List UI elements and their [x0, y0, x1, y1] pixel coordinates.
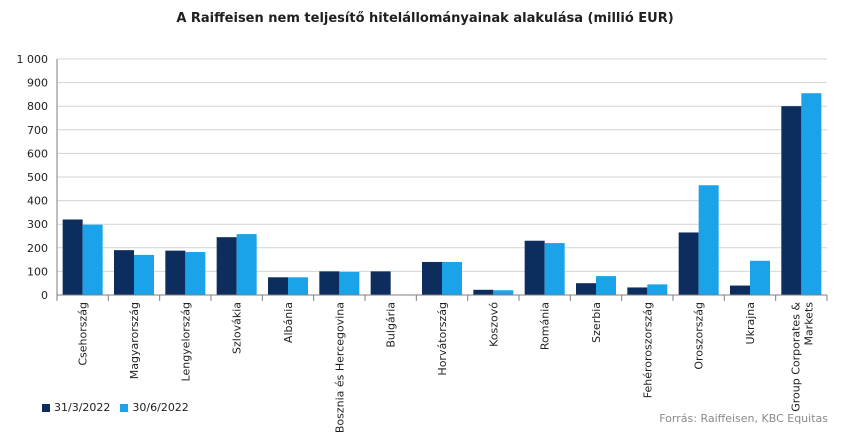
x-tick-label: Csehország [77, 302, 90, 366]
bar-series-2 [82, 224, 103, 295]
x-tick-label: Bosznia és Hercegovina [333, 302, 346, 433]
bar-series-1 [114, 250, 134, 295]
bar-series-1 [524, 240, 545, 295]
bar-series-2 [698, 185, 719, 295]
x-tick-label: Koszovó [487, 302, 500, 347]
legend: 31/3/2022 30/6/2022 [42, 401, 199, 414]
y-tick-label: 700 [27, 124, 48, 137]
bar-series-2 [750, 260, 770, 295]
legend-item-series-2: 30/6/2022 [120, 401, 189, 414]
x-tick-label: Horvátország [436, 302, 449, 376]
legend-swatch-series-1 [42, 403, 50, 412]
y-tick-label: 100 [27, 265, 48, 278]
x-tick-label: Magyarország [128, 302, 141, 379]
y-tick-label: 1 000 [17, 53, 49, 66]
x-tick-label: Bulgária [385, 302, 398, 348]
bar-series-1 [165, 250, 186, 295]
y-tick-label: 600 [27, 147, 48, 160]
bar-series-1 [473, 289, 494, 295]
x-tick-label: Group Corporates &Markets [789, 302, 815, 412]
bar-series-1 [678, 232, 699, 295]
y-tick-label: 300 [27, 218, 48, 231]
bar-series-1 [370, 271, 391, 295]
bar-series-2 [647, 284, 668, 295]
legend-label-series-2: 30/6/2022 [132, 401, 189, 414]
y-tick-label: 400 [27, 195, 48, 208]
x-tick-label: Románia [539, 302, 552, 350]
y-tick-label: 900 [27, 77, 48, 90]
legend-item-series-1: 31/3/2022 [42, 401, 110, 414]
bar-series-1 [268, 277, 288, 295]
x-tick-label: Szlovákia [231, 302, 244, 354]
x-tick-label: Lengyelország [179, 302, 192, 381]
source-note: Forrás: Raiffeisen, KBC Equitas [659, 412, 828, 425]
x-tick-label: Albánia [282, 302, 295, 343]
bar-series-1 [781, 106, 802, 295]
y-tick-label: 0 [41, 289, 48, 302]
bar-series-1 [627, 287, 648, 295]
y-tick-label: 800 [27, 100, 48, 113]
bar-series-2 [236, 234, 257, 295]
bar-series-1 [576, 283, 596, 295]
x-tick-label: Oroszország [693, 302, 706, 370]
bar-series-2 [185, 252, 206, 295]
bar-series-1 [730, 285, 750, 295]
bar-series-2 [288, 277, 308, 295]
bar-series-1 [422, 261, 442, 295]
bar-series-2 [596, 276, 616, 295]
bar-series-2 [493, 290, 514, 295]
bar-series-2 [442, 261, 462, 295]
x-tick-label: Fehéroroszország [641, 302, 654, 398]
bar-series-2 [134, 254, 154, 295]
legend-label-series-1: 31/3/2022 [54, 401, 111, 414]
bar-series-2 [544, 243, 565, 295]
bar-series-1 [216, 237, 237, 295]
x-tick-label: Szerbia [590, 302, 603, 343]
bar-series-2 [339, 271, 360, 295]
y-tick-label: 200 [27, 242, 48, 255]
x-tick-label: Ukrajna [744, 302, 757, 344]
bar-series-2 [801, 93, 822, 295]
bar-series-1 [319, 271, 340, 295]
y-tick-label: 500 [27, 171, 48, 184]
chart-title: A Raiffeisen nem teljesítő hitelállomány… [176, 11, 674, 26]
bar-series-1 [62, 219, 83, 295]
legend-swatch-series-2 [120, 403, 129, 412]
